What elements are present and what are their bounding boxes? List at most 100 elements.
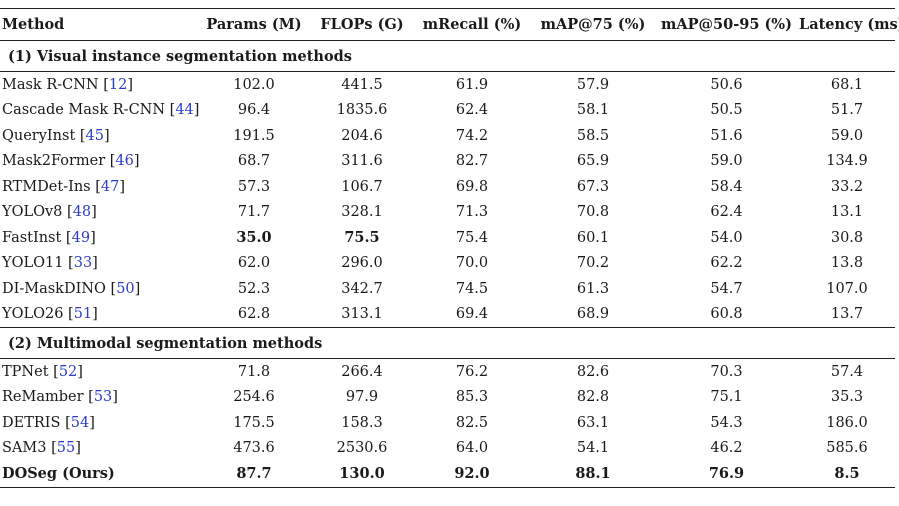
table-row: TPNet [52] 71.8 266.4 76.2 82.6 70.3 57.4 — [0, 359, 895, 385]
citation-link[interactable]: 50 — [116, 280, 135, 297]
value-cell: 296.0 — [341, 255, 383, 272]
value-cell: 1835.6 — [336, 102, 388, 119]
method-cell: FastInst [49] — [2, 229, 96, 246]
value-cell: 85.3 — [455, 389, 489, 406]
section-title: (2) Multimodal segmentation methods — [0, 327, 895, 359]
table-row: RTMDet-Ins [47] 57.3 106.7 69.8 67.3 58.4 33.2 — [0, 174, 895, 200]
value-cell: 8.5 — [799, 461, 895, 488]
method-cell: Cascade Mask R-CNN [44] — [2, 102, 200, 119]
value-cell: 50.5 — [710, 102, 743, 119]
value-cell: 58.1 — [576, 102, 610, 119]
citation-link[interactable]: 48 — [72, 204, 92, 221]
method-name: SAM3 — [2, 440, 47, 457]
table-row: ReMamber [53] 254.6 97.9 85.3 82.8 75.1 35.3 — [0, 385, 895, 411]
method-name: YOLO26 — [2, 306, 64, 323]
method-cell: QueryInst [45] — [2, 127, 110, 144]
citation-link[interactable]: 45 — [85, 127, 104, 144]
citation-link[interactable]: 55 — [56, 440, 76, 457]
value-cell: 67.3 — [576, 178, 610, 195]
method-cell: YOLO26 [51] — [2, 306, 98, 323]
value-cell: 68.1 — [830, 76, 864, 93]
value-cell: 57.4 — [830, 363, 864, 380]
value-cell: 70.2 — [576, 255, 610, 272]
table-row: DETRIS [54] 175.5 158.3 82.5 63.1 54.3 186.0 — [0, 410, 895, 436]
value-cell: 59.0 — [710, 153, 743, 170]
value-cell: 58.4 — [710, 178, 743, 195]
value-cell: 13.7 — [830, 306, 864, 323]
value-cell: 74.2 — [455, 127, 489, 144]
value-cell: 69.4 — [455, 306, 489, 323]
value-cell: 102.0 — [233, 76, 275, 93]
value-cell: 191.5 — [233, 127, 275, 144]
value-cell: 46.2 — [710, 440, 743, 457]
table-body: (1) Visual instance segmentation methods… — [0, 40, 895, 488]
value-cell: 62.4 — [455, 102, 489, 119]
value-cell: 54.7 — [710, 280, 743, 297]
value-cell: 71.8 — [237, 363, 271, 380]
value-cell: 82.7 — [455, 153, 489, 170]
method-cell: DI-MaskDINO [50] — [2, 280, 141, 297]
value-cell: 76.2 — [455, 363, 489, 380]
value-cell: 76.9 — [654, 461, 799, 488]
value-cell: 70.3 — [710, 363, 743, 380]
table-row: Mask2Former [46] 68.7 311.6 82.7 65.9 59.0 134… — [0, 149, 895, 175]
column-header: FLOPs (G) — [312, 8, 412, 41]
table-row: DI-MaskDINO [50] 52.3 342.7 74.5 61.3 54.7 107… — [0, 276, 895, 302]
method-cell: RTMDet-Ins [47] — [2, 178, 126, 195]
method-name: YOLOv8 — [2, 204, 63, 221]
value-cell: 186.0 — [826, 414, 868, 431]
value-cell: 342.7 — [341, 280, 383, 297]
value-cell: 75.4 — [455, 229, 489, 246]
value-cell: 52.3 — [237, 280, 271, 297]
value-cell: 59.0 — [830, 127, 864, 144]
value-cell: 88.1 — [532, 461, 654, 488]
column-header: Latency (ms) — [799, 8, 899, 41]
value-cell: 82.5 — [455, 414, 489, 431]
value-cell: 441.5 — [341, 76, 383, 93]
table-row-ours: DOSeg (Ours) 87.7 130.0 92.0 88.1 76.9 8.5 — [0, 461, 895, 488]
value-cell: 134.9 — [826, 153, 868, 170]
value-cell: 62.2 — [710, 255, 743, 272]
section-header-row: (1) Visual instance segmentation methods — [0, 40, 895, 72]
method-name: FastInst — [2, 229, 62, 246]
method-name: Mask R-CNN — [2, 76, 99, 93]
method-name: YOLO11 — [2, 255, 64, 272]
value-cell: 35.0 — [236, 229, 272, 247]
value-cell: 50.6 — [710, 76, 743, 93]
citation-link[interactable]: 33 — [73, 255, 93, 272]
section-title: (1) Visual instance segmentation methods — [0, 40, 895, 72]
citation-link[interactable]: 47 — [100, 178, 120, 195]
citation-link[interactable]: 44 — [175, 102, 194, 119]
value-cell: 65.9 — [576, 153, 610, 170]
value-cell: 70.8 — [576, 204, 610, 221]
method-name: DOSeg (Ours) — [0, 461, 196, 488]
value-cell: 75.5 — [344, 229, 380, 247]
value-cell: 473.6 — [233, 440, 275, 457]
header-row: Method Params (M) FLOPs (G) mRecall (%) … — [0, 8, 899, 41]
value-cell: 62.0 — [237, 255, 271, 272]
method-name: DI-MaskDINO — [2, 280, 106, 297]
method-name: QueryInst — [2, 127, 76, 144]
citation-link[interactable]: 51 — [73, 306, 93, 323]
column-header: Method — [0, 8, 196, 41]
table-row: Mask R-CNN [12] 102.0 441.5 61.9 57.9 50.6 68.… — [0, 72, 895, 98]
value-cell: 51.7 — [830, 102, 864, 119]
method-name: TPNet — [2, 363, 49, 380]
citation-link[interactable]: 46 — [115, 153, 134, 170]
value-cell: 71.3 — [455, 204, 489, 221]
method-cell: SAM3 [55] — [2, 440, 81, 457]
citation-link[interactable]: 54 — [70, 414, 90, 431]
table-row: YOLO11 [33] 62.0 296.0 70.0 70.2 62.2 13.8 — [0, 251, 895, 277]
value-cell: 71.7 — [237, 204, 271, 221]
value-cell: 87.7 — [196, 461, 312, 488]
citation-link[interactable]: 52 — [58, 363, 78, 380]
value-cell: 266.4 — [341, 363, 383, 380]
comparison-table: Method Params (M) FLOPs (G) mRecall (%) … — [0, 8, 899, 488]
citation-link[interactable]: 12 — [108, 76, 128, 93]
value-cell: 311.6 — [341, 153, 383, 170]
table-row: YOLOv8 [48] 71.7 328.1 71.3 70.8 62.4 13.1 — [0, 200, 895, 226]
citation-link[interactable]: 49 — [71, 229, 91, 246]
column-header: mRecall (%) — [412, 8, 532, 41]
citation-link[interactable]: 53 — [93, 389, 113, 406]
